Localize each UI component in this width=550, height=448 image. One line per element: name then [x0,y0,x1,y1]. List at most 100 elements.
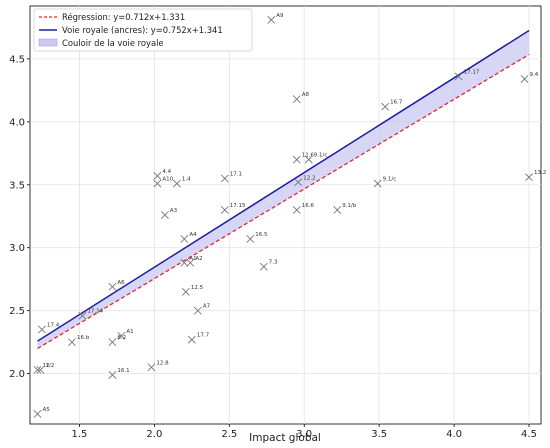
point-label-26: 17.14 [87,309,103,315]
point-label-2: 17.17 [464,70,480,76]
point-label-27: 17.4 [47,323,60,329]
data-point-36 [33,410,42,418]
y-tick-label-4: 4.0 [9,117,25,128]
data-point-17 [333,206,342,214]
data-point-31 [187,335,196,344]
data-point-2 [454,72,463,81]
point-label-32: 12 [42,363,49,369]
point-label-9: 1.4 [182,177,191,183]
data-point-18 [180,235,189,243]
point-label-29: 8.2 [117,335,126,341]
axis-ticks: 1.5 2.0 2.5 3.0 3.5 4.0 4.5 2.0 2.5 3.0 3.5 4.0 4.5 [9,54,537,440]
legend-corridor-label: Couloir de la voie royale [62,38,164,48]
point-label-8: A10 [162,177,173,183]
point-label-14: A3 [170,208,178,214]
point-label-3: A8 [302,92,310,98]
data-point-3 [292,95,301,104]
data-point-27 [38,325,46,334]
data-point-9 [172,179,181,188]
point-label-0: A9 [276,13,284,19]
point-label-6: 9.1/c [314,153,328,159]
data-point-21 [186,258,195,267]
point-label-28: A1 [126,329,133,335]
point-label-34: 16.1 [117,368,129,374]
data-point-4 [381,102,390,111]
data-point-22 [259,262,268,271]
data-point-34 [108,370,117,379]
point-label-1: 9.4 [530,72,539,78]
point-label-23: A6 [117,280,125,286]
data-point-16 [292,206,301,214]
corridor-fill [37,30,530,349]
x-tick-label-2: 2.5 [221,429,237,440]
y-tick-label-2: 3.0 [9,243,25,254]
point-label-24: 12.5 [191,285,204,291]
point-label-12: 9.1/c [383,177,397,183]
data-point-8 [153,179,162,188]
data-point-1 [520,75,529,83]
point-label-19: 16.5 [255,232,268,238]
data-point-20 [180,258,189,267]
point-label-13: 13.2 [534,170,546,176]
legend-regression-label: Régression: y=0.712x+1.331 [62,12,185,22]
point-label-36: A5 [42,407,50,413]
data-point-12 [373,179,382,188]
y-tick-label-0: 2.0 [9,369,25,380]
data-point-0 [267,15,276,24]
data-point-5 [292,155,301,164]
x-tick-label-0: 1.5 [71,429,87,440]
point-label-10: 17.1 [230,171,242,177]
x-tick-label-5: 4.0 [446,429,462,440]
point-label-22: 7.3 [269,260,278,266]
data-point-30 [68,338,76,347]
data-point-25 [193,306,202,315]
y-tick-label-5: 4.5 [9,54,25,65]
point-label-21: A2 [195,256,202,262]
trend-lines [37,29,530,350]
data-point-7 [153,172,162,180]
legend-corridor-swatch [38,38,58,47]
point-label-20: A1 [189,256,196,262]
point-label-35: 12.8 [156,360,169,366]
royal-line [37,29,530,342]
data-point-11 [294,178,303,187]
data-point-19 [246,235,255,243]
data-point-10 [220,174,229,183]
x-tick-label-6: 4.5 [521,429,537,440]
point-label-15: 17.15 [230,203,246,209]
legend-box [33,8,253,52]
data-point-23 [108,282,117,291]
x-tick-label-1: 2.0 [146,429,162,440]
data-point-33 [36,365,45,374]
data-point-15 [220,206,229,214]
point-label-25: A7 [203,304,211,310]
y-tick-label-3: 3.5 [9,180,25,191]
y-tick-label-1: 2.5 [9,306,25,317]
legend: Régression: y=0.712x+1.331 Voie royale (… [33,8,253,52]
point-label-16: 16.6 [302,203,315,209]
data-point-32 [33,365,42,374]
point-label-31: 17.7 [197,333,210,339]
point-label-7: 4.4 [162,169,171,175]
x-axis-title: Impact global [249,432,321,444]
corridor-area [37,30,530,349]
data-point-29 [108,338,117,347]
data-point-35 [147,363,156,372]
plot-frame [29,5,542,425]
x-tick-label-4: 3.5 [371,429,387,440]
data-point-14 [160,211,169,219]
point-label-4: 16.7 [390,100,403,106]
grid [30,6,541,424]
point-label-5: 11.6 [302,153,315,159]
data-point-13 [525,173,533,182]
data-point-26 [78,311,87,320]
data-point-24 [181,287,190,296]
point-label-30: 16.b [77,335,90,341]
legend-royal-label: Voie royale (ancres): y=0.752x+1.341 [62,25,223,35]
point-label-11: 12.2 [303,175,315,181]
point-label-17: 9.1/b [342,203,357,209]
point-label-18: A4 [189,232,197,238]
regression-line [37,53,530,350]
point-label-33: 1/2 [45,363,54,369]
